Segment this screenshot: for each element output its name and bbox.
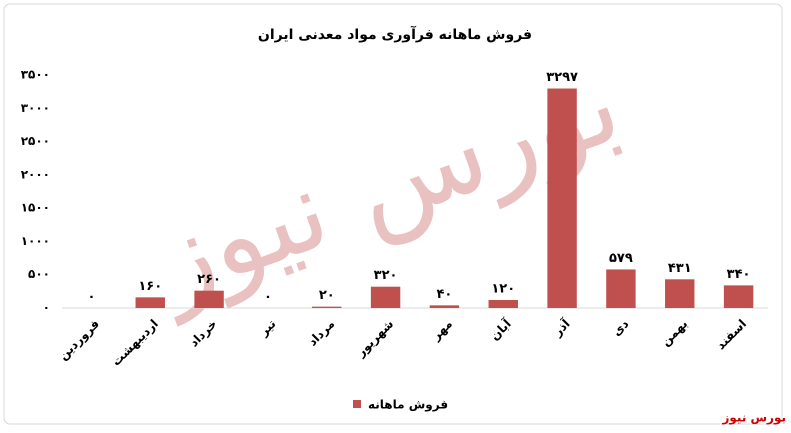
bar	[312, 306, 342, 308]
bar	[547, 88, 577, 308]
value-label: ۵۷۹	[609, 251, 633, 266]
bar	[488, 300, 518, 308]
y-tick-label: ۲۰۰۰	[21, 167, 50, 181]
value-label: ۳۲۰	[374, 268, 398, 283]
bar	[429, 305, 460, 308]
value-label: ۰	[264, 290, 272, 305]
chart-title: فروش ماهانه فرآوری مواد معدنی ایران	[258, 25, 532, 43]
bar	[370, 286, 401, 308]
legend-swatch	[353, 400, 361, 408]
bar	[665, 279, 695, 308]
value-label: ۳۴۰	[727, 267, 751, 282]
y-tick-label: ۳۰۰۰	[21, 101, 50, 115]
value-label: ۴۰	[436, 287, 452, 302]
value-label: ۴۳۱	[668, 261, 692, 276]
bar	[606, 269, 636, 308]
y-tick-label: ۲۵۰۰	[21, 134, 50, 148]
value-label: ۱۲۰	[491, 282, 515, 297]
legend-label: فروش ماهانه	[368, 398, 448, 413]
value-label: ۲۰	[319, 288, 335, 303]
value-label: ۰	[87, 290, 95, 305]
chart-frame	[3, 3, 783, 425]
bar	[723, 285, 754, 308]
value-label: ۳۲۹۷	[546, 70, 578, 85]
bar	[194, 290, 224, 308]
y-tick-label: ۵۰۰	[28, 267, 50, 281]
y-tick-label: ۱۰۰۰	[21, 234, 50, 248]
source: بورس نیوز	[721, 411, 786, 426]
y-tick-label: ۰	[43, 301, 50, 315]
value-label: ۲۶۰	[197, 272, 221, 287]
y-tick-label: ۱۵۰۰	[21, 201, 50, 215]
bar	[135, 297, 165, 308]
value-label: ۱۶۰	[138, 279, 162, 294]
y-tick-label: ۳۵۰۰	[21, 68, 50, 82]
